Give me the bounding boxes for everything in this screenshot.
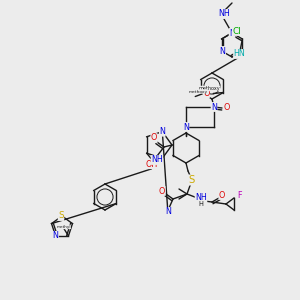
Text: N: N — [159, 127, 165, 136]
Text: N: N — [211, 103, 217, 112]
Text: S: S — [189, 175, 195, 185]
Text: N: N — [183, 122, 189, 131]
Text: F: F — [237, 191, 241, 200]
Text: NH: NH — [151, 155, 163, 164]
Text: N: N — [229, 28, 235, 38]
Text: methoxy: methoxy — [189, 89, 208, 94]
Text: NH: NH — [218, 10, 230, 19]
Text: HN: HN — [233, 50, 245, 58]
Text: O: O — [159, 187, 165, 196]
Text: S: S — [58, 212, 64, 220]
Text: Cl: Cl — [232, 26, 241, 35]
Text: N: N — [165, 208, 171, 217]
Text: N: N — [52, 231, 59, 240]
Text: OH: OH — [146, 160, 158, 169]
Text: methyl: methyl — [56, 225, 71, 229]
Text: O: O — [224, 103, 230, 112]
Text: methoxy: methoxy — [198, 86, 220, 91]
Text: N: N — [220, 46, 226, 56]
Text: O: O — [219, 190, 225, 200]
Text: H: H — [199, 201, 203, 207]
Text: O: O — [203, 89, 209, 98]
Text: NH: NH — [195, 194, 207, 202]
Text: O: O — [151, 134, 157, 142]
